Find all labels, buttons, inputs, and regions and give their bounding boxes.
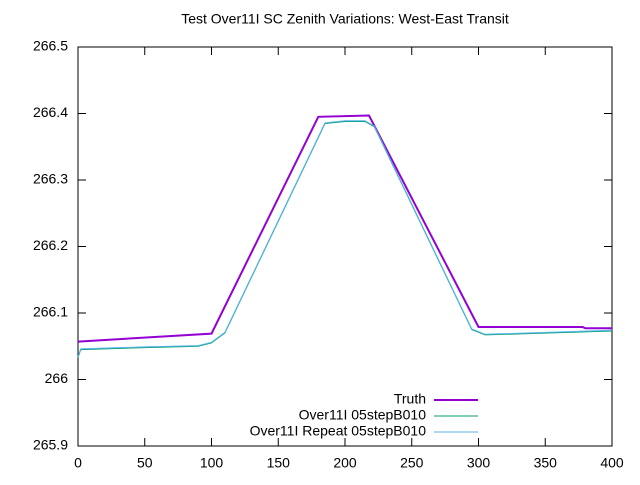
x-tick-label: 0 (74, 455, 82, 471)
y-tick-label: 266 (45, 370, 69, 386)
x-tick-label: 400 (600, 455, 624, 471)
x-tick-label: 100 (200, 455, 224, 471)
legend-label: Over11I 05stepB010 (299, 407, 427, 423)
x-tick-label: 50 (137, 455, 153, 471)
series-line (77, 120, 613, 358)
x-tick-label: 300 (467, 455, 491, 471)
y-tick-label: 266.1 (33, 304, 68, 320)
y-tick-label: 266.4 (33, 104, 68, 120)
y-tick-label: 265.9 (33, 437, 68, 453)
legend-label: Truth (394, 391, 426, 407)
y-tick-label: 266.3 (33, 171, 68, 187)
y-tick-label: 266.5 (33, 38, 68, 54)
chart-title: Test Over11I SC Zenith Variations: West-… (181, 11, 509, 27)
x-tick-label: 150 (267, 455, 291, 471)
x-tick-label: 350 (534, 455, 558, 471)
y-tick-label: 266.2 (33, 237, 68, 253)
legend-label: Over11I Repeat 05stepB010 (250, 423, 427, 439)
series-line (77, 114, 612, 343)
plot-border (77, 46, 613, 447)
series-line (77, 121, 613, 358)
x-tick-label: 250 (400, 455, 424, 471)
x-tick-label: 200 (333, 455, 357, 471)
